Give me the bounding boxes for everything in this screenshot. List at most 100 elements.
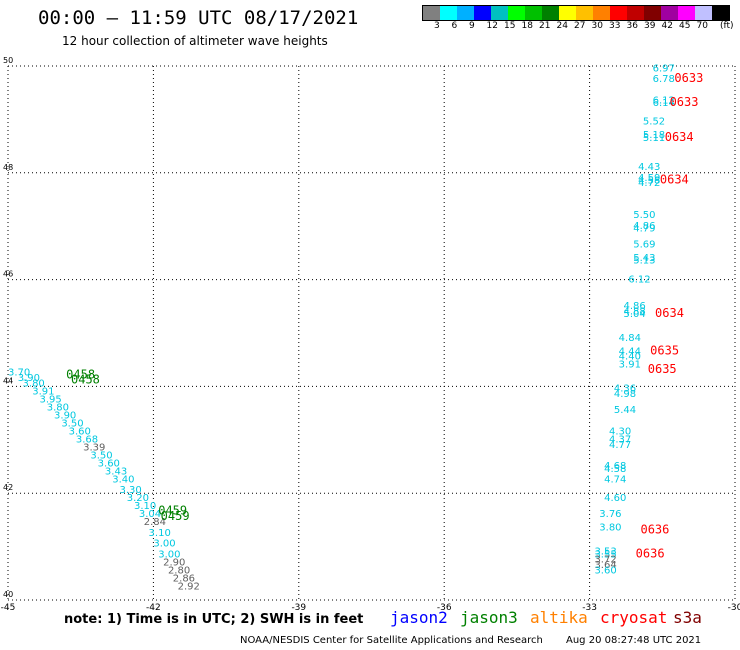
swh-label: 3.91 [619,360,641,371]
credit-text: NOAA/NESDIS Center for Satellite Applica… [240,635,543,646]
swh-label: 5.11 [643,133,665,144]
swh-label: 3.90 [18,373,40,384]
legend-label: 42 [661,21,673,31]
time-label: 0459 [161,509,190,523]
swh-label: 4.43 [638,162,660,173]
swh-label: 3.50 [90,450,112,461]
time-label: 0636 [640,522,669,536]
time-label: 0635 [648,362,677,376]
swh-label: 2.80 [168,565,190,576]
swh-label: 3.30 [119,485,141,496]
legend-swatch-11 [610,6,627,20]
time-label: 0633 [674,71,703,85]
swh-label: 5.44 [614,405,636,416]
swh-label: 4.36 [614,384,636,395]
legend-swatch-15 [678,6,695,20]
legend-swatch-2 [457,6,474,20]
legend-label: 70 [696,21,708,31]
y-tick-label: 50 [3,56,13,65]
legend-swatch-0 [423,6,440,20]
swh-label: 4.74 [604,475,626,486]
page-title: 00:00 – 11:59 UTC 08/17/2021 [38,7,359,29]
swh-label: 4.30 [609,426,631,437]
legend-label: 24 [556,21,568,31]
time-label: 0634 [660,172,689,186]
time-label: 0459 [158,504,187,518]
credit-date: Aug 20 08:27:48 UTC 2021 [566,635,702,646]
swh-label: 3.80 [47,402,69,413]
swh-label: 4.44 [619,346,641,357]
swh-label: 3.39 [83,442,105,453]
x-tick-label: -39 [291,603,306,613]
legend-swatch-5 [508,6,525,20]
legend-label: 39 [644,21,656,31]
legend-swatch-12 [627,6,644,20]
swh-label: 3.00 [153,539,175,550]
swh-label: 6.78 [653,74,675,85]
swh-label: 3.43 [105,467,127,478]
legend-label: 36 [626,21,638,31]
swh-label: 3.10 [134,501,156,512]
legend-label: 45 [679,21,691,31]
swh-label: 5.43 [633,253,655,264]
swh-label: 4.88 [624,306,646,317]
swh-label: 4.68 [604,461,626,472]
time-label: 0636 [636,546,665,560]
swh-label: 3.60 [594,565,616,576]
legend-label: 33 [609,21,621,31]
swh-label: 3.60 [69,426,91,437]
y-tick-label: 40 [3,590,13,599]
swh-label: 3.90 [54,410,76,421]
swh-label: 2.90 [163,557,185,568]
swh-label: 3.04 [139,509,161,520]
swh-label: 3.55 [594,549,616,560]
swh-label: 3.80 [599,523,621,534]
legend-swatch-3 [474,6,491,20]
footer-note: note: 1) Time is in UTC; 2) SWH is in fe… [64,612,364,627]
x-tick-label: -42 [146,603,161,613]
swh-label: 5.04 [624,309,646,320]
time-label: 0634 [665,130,694,144]
swh-label: 3.60 [98,459,120,470]
swh-label: 4.86 [633,221,655,232]
color-scale-labels: 3 6 9 12 15 18 21 24 27 30 33 36 39 42 45 70 (ft) [422,21,740,33]
sat-legend-altika: altika [530,608,588,627]
color-scale-legend [422,5,730,21]
swh-label: 3.95 [40,394,62,405]
y-tick-label: 44 [3,376,13,385]
legend-swatch-17 [712,6,729,20]
legend-swatch-6 [525,6,542,20]
x-tick-label: -30 [728,603,740,613]
legend-swatch-9 [576,6,593,20]
swh-label: 5.69 [633,240,655,251]
swh-label: 4.58 [638,175,660,186]
legend-label: 18 [521,21,533,31]
x-tick-label: -45 [1,603,16,613]
legend-label: 9 [469,21,475,31]
swh-label: 3.40 [112,475,134,486]
legend-swatch-4 [491,6,508,20]
legend-label: 3 [434,21,440,31]
swh-label: 3.70 [8,368,30,379]
swh-label: 5.50 [633,210,655,221]
swh-label: 4.37 [609,434,631,445]
swh-label: 4.86 [624,301,646,312]
y-tick-label: 46 [3,270,13,279]
swh-label: 5.52 [643,117,665,128]
legend-swatch-8 [559,6,576,20]
swh-label: 2.86 [173,573,195,584]
legend-label: 27 [574,21,586,31]
sat-legend-s3a: s3a [673,608,702,627]
time-label: 0458 [66,367,95,381]
swh-label: 3.53 [594,547,616,558]
swh-label: 5.13 [633,256,655,267]
legend-swatch-13 [644,6,661,20]
swh-label: 3.80 [23,378,45,389]
y-tick-label: 48 [3,163,13,172]
swh-label: 3.20 [127,493,149,504]
swh-label: 4.58 [604,464,626,475]
swh-label: 3.50 [61,418,83,429]
legend-label: 21 [539,21,551,31]
swh-label: 4.84 [619,333,641,344]
